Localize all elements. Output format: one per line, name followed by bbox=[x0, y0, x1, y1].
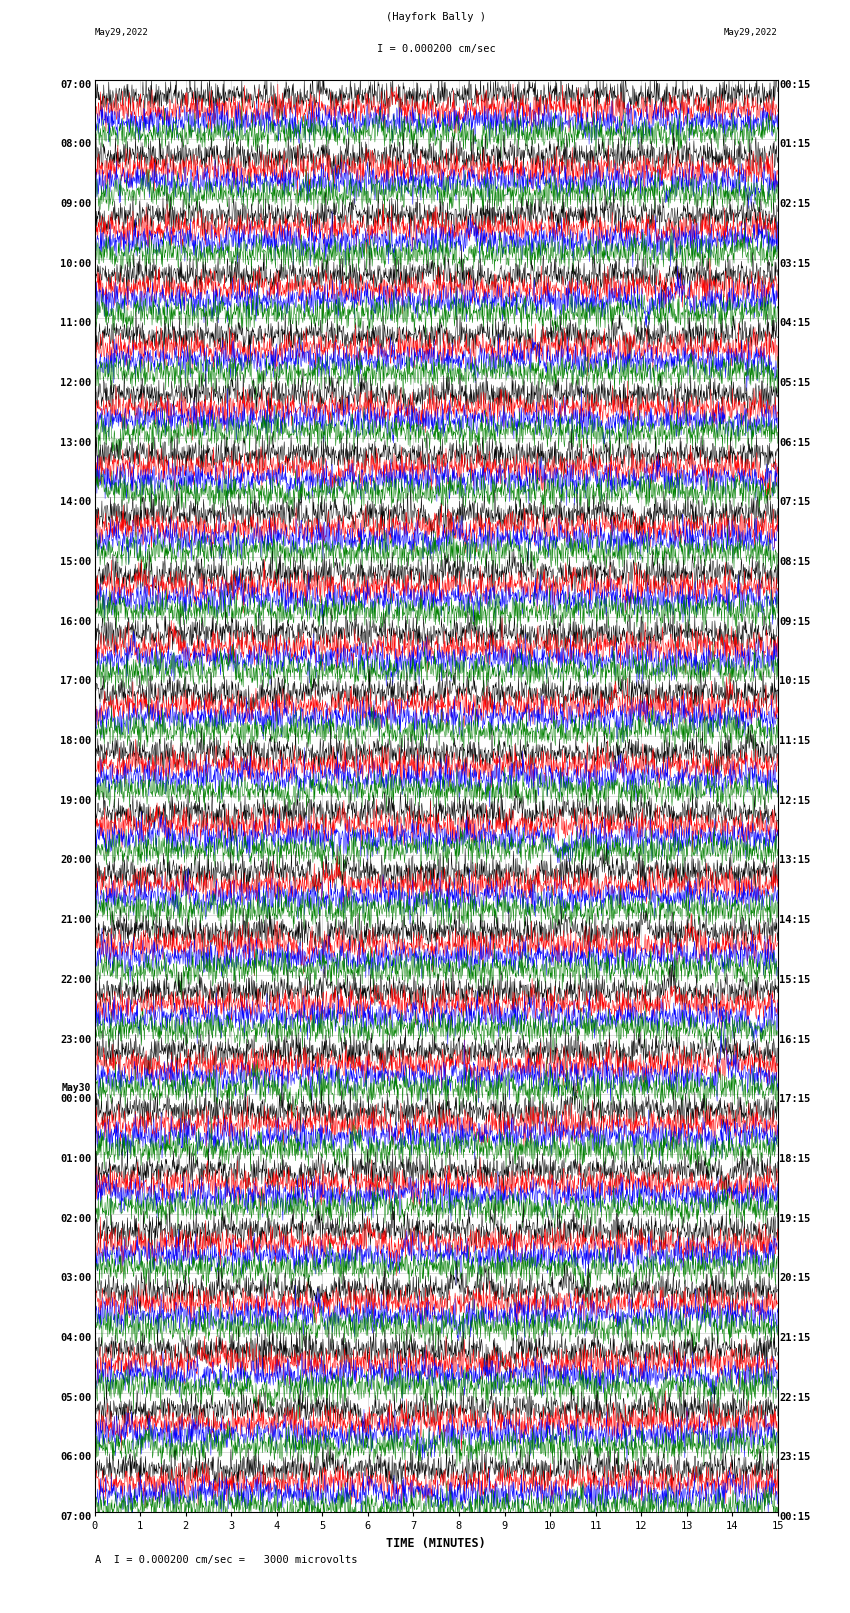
Text: 01:15: 01:15 bbox=[779, 139, 810, 150]
Text: 00:15: 00:15 bbox=[779, 1511, 810, 1523]
Text: 12:00: 12:00 bbox=[60, 377, 91, 389]
X-axis label: TIME (MINUTES): TIME (MINUTES) bbox=[386, 1537, 486, 1550]
Text: 08:15: 08:15 bbox=[779, 556, 810, 568]
Text: 16:15: 16:15 bbox=[779, 1034, 810, 1045]
Text: 00:15: 00:15 bbox=[779, 79, 810, 89]
Text: 16:00: 16:00 bbox=[60, 616, 91, 627]
Text: 23:00: 23:00 bbox=[60, 1034, 91, 1045]
Text: 19:15: 19:15 bbox=[779, 1213, 810, 1224]
Text: May30: May30 bbox=[62, 1082, 91, 1094]
Text: May29,2022: May29,2022 bbox=[94, 27, 149, 37]
Text: I = 0.000200 cm/sec: I = 0.000200 cm/sec bbox=[377, 44, 496, 53]
Text: A  I = 0.000200 cm/sec =   3000 microvolts: A I = 0.000200 cm/sec = 3000 microvolts bbox=[94, 1555, 357, 1565]
Text: 05:15: 05:15 bbox=[779, 377, 810, 389]
Text: 08:00: 08:00 bbox=[60, 139, 91, 150]
Text: 22:00: 22:00 bbox=[60, 974, 91, 986]
Text: 01:00: 01:00 bbox=[60, 1153, 91, 1165]
Text: 14:00: 14:00 bbox=[60, 497, 91, 508]
Text: 12:15: 12:15 bbox=[779, 795, 810, 806]
Text: 10:15: 10:15 bbox=[779, 676, 810, 687]
Text: 10:00: 10:00 bbox=[60, 258, 91, 269]
Text: 14:15: 14:15 bbox=[779, 915, 810, 926]
Text: 00:00: 00:00 bbox=[60, 1094, 91, 1105]
Text: 11:15: 11:15 bbox=[779, 736, 810, 747]
Text: 05:00: 05:00 bbox=[60, 1392, 91, 1403]
Text: 07:00: 07:00 bbox=[60, 79, 91, 89]
Text: May29,2022: May29,2022 bbox=[724, 27, 778, 37]
Text: 09:00: 09:00 bbox=[60, 198, 91, 210]
Text: 03:15: 03:15 bbox=[779, 258, 810, 269]
Text: 17:00: 17:00 bbox=[60, 676, 91, 687]
Text: 15:00: 15:00 bbox=[60, 556, 91, 568]
Text: 09:15: 09:15 bbox=[779, 616, 810, 627]
Text: 06:00: 06:00 bbox=[60, 1452, 91, 1463]
Text: 21:00: 21:00 bbox=[60, 915, 91, 926]
Text: 02:00: 02:00 bbox=[60, 1213, 91, 1224]
Text: 17:15: 17:15 bbox=[779, 1094, 810, 1105]
Text: 20:15: 20:15 bbox=[779, 1273, 810, 1284]
Text: 23:15: 23:15 bbox=[779, 1452, 810, 1463]
Text: 11:00: 11:00 bbox=[60, 318, 91, 329]
Text: 07:00: 07:00 bbox=[60, 1511, 91, 1523]
Text: 13:00: 13:00 bbox=[60, 437, 91, 448]
Text: 07:15: 07:15 bbox=[779, 497, 810, 508]
Text: (Hayfork Bally ): (Hayfork Bally ) bbox=[386, 13, 486, 23]
Text: 04:00: 04:00 bbox=[60, 1332, 91, 1344]
Text: 15:15: 15:15 bbox=[779, 974, 810, 986]
Text: 22:15: 22:15 bbox=[779, 1392, 810, 1403]
Text: 13:15: 13:15 bbox=[779, 855, 810, 866]
Text: 18:15: 18:15 bbox=[779, 1153, 810, 1165]
Text: 02:15: 02:15 bbox=[779, 198, 810, 210]
Text: 20:00: 20:00 bbox=[60, 855, 91, 866]
Text: 21:15: 21:15 bbox=[779, 1332, 810, 1344]
Text: 06:15: 06:15 bbox=[779, 437, 810, 448]
Text: 18:00: 18:00 bbox=[60, 736, 91, 747]
Text: 04:15: 04:15 bbox=[779, 318, 810, 329]
Text: 19:00: 19:00 bbox=[60, 795, 91, 806]
Text: 03:00: 03:00 bbox=[60, 1273, 91, 1284]
